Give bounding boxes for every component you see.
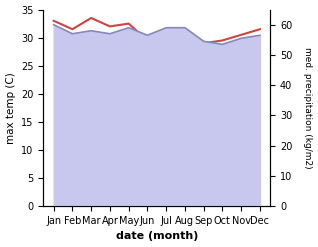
Y-axis label: max temp (C): max temp (C) [5, 72, 16, 144]
Y-axis label: med. precipitation (kg/m2): med. precipitation (kg/m2) [303, 47, 313, 169]
X-axis label: date (month): date (month) [116, 231, 198, 242]
